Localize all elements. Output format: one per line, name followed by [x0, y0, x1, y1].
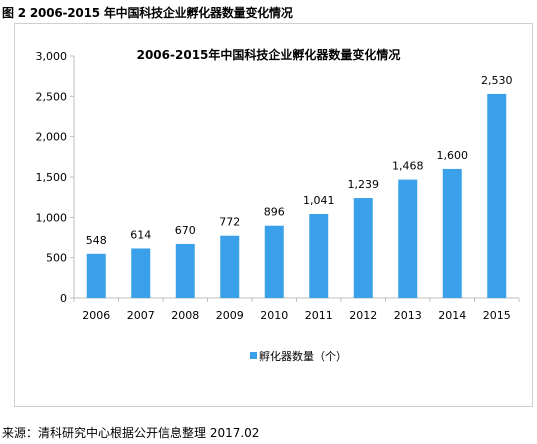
bar-2011	[309, 214, 329, 298]
bar-2008	[175, 243, 195, 298]
bar-2010	[264, 225, 284, 298]
bar-2006	[86, 253, 106, 298]
bar-value-label: 2,530	[481, 74, 513, 87]
chart-title: 2006-2015年中国科技企业孵化器数量变化情况	[136, 48, 401, 62]
legend: 孵化器数量（个）	[250, 349, 347, 363]
x-tick-label: 2006	[82, 309, 110, 322]
x-tick-label: 2008	[171, 309, 199, 322]
x-tick-label: 2012	[349, 309, 377, 322]
y-tick-label: 0	[60, 292, 67, 305]
bar-2012	[353, 198, 373, 298]
figure-caption: 图 2 2006-2015 年中国科技企业孵化器数量变化情况	[2, 6, 293, 20]
y-tick-label: 2,500	[36, 90, 68, 103]
bars	[86, 93, 507, 298]
x-tick-label: 2009	[216, 309, 244, 322]
y-tick-label: 3,000	[36, 50, 68, 63]
bar-2009	[220, 235, 240, 298]
bar-value-label: 1,600	[437, 149, 469, 162]
bar-value-label: 548	[86, 234, 107, 247]
x-tick-label: 2010	[260, 309, 288, 322]
y-tick-label: 1,500	[36, 171, 68, 184]
y-tick-label: 500	[46, 252, 67, 265]
y-axis-ticks: 0 500 1,000 1,500 2,000 2,500 3,000	[36, 50, 74, 305]
x-tick-label: 2015	[483, 309, 511, 322]
bar-value-label: 614	[130, 228, 151, 241]
bar-value-label: 670	[175, 224, 196, 237]
source-note: 来源：清科研究中心根据公开信息整理 2017.02	[2, 426, 260, 440]
x-axis-ticks: 2006 2007 2008 2009 2010 2011 2012 2013 2014 2015	[73, 298, 520, 322]
bar-2014	[442, 168, 462, 298]
bar-labels: 548 614 670 772 896 1,041 1,239 1,468 1,600 2,530	[86, 74, 513, 247]
x-tick-label: 2007	[127, 309, 155, 322]
legend-swatch	[250, 352, 257, 359]
bar-2015	[487, 93, 507, 298]
legend-label: 孵化器数量（个）	[259, 349, 347, 363]
bar-value-label: 772	[219, 216, 240, 229]
x-tick-label: 2011	[305, 309, 333, 322]
bar-2007	[131, 248, 151, 298]
y-tick-label: 2,000	[36, 131, 68, 144]
bar-value-label: 1,468	[392, 160, 424, 173]
bar-2013	[398, 179, 418, 298]
bar-value-label: 1,041	[303, 194, 335, 207]
y-tick-label: 1,000	[36, 211, 68, 224]
x-tick-label: 2013	[394, 309, 422, 322]
x-tick-label: 2014	[438, 309, 466, 322]
bar-value-label: 1,239	[348, 178, 380, 191]
bar-value-label: 896	[264, 206, 285, 219]
